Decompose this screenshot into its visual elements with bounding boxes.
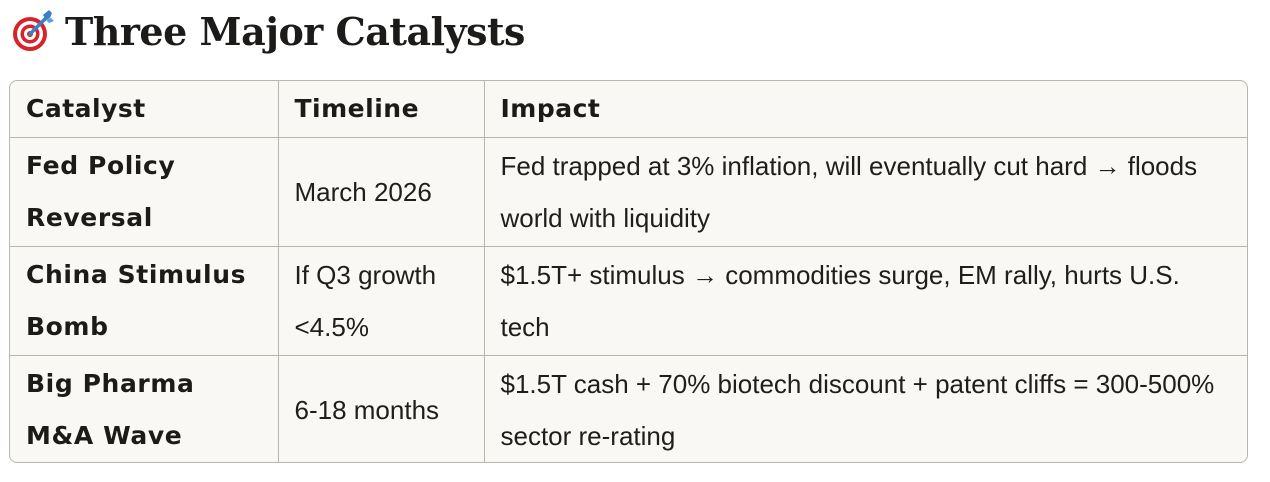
impact-cell: $1.5T+ stimulus → commodities surge, EM … <box>484 246 1247 356</box>
page-title: Three Major Catalysts <box>65 8 525 54</box>
table-row: China Stimulus Bomb If Q3 growth <4.5% $… <box>10 246 1247 356</box>
table-row: Big Pharma M&A Wave 6-18 months $1.5T ca… <box>10 355 1247 462</box>
target-dart-icon <box>13 10 54 51</box>
column-header-catalyst: Catalyst <box>10 81 279 138</box>
timeline-cell: 6-18 months <box>278 355 485 462</box>
catalyst-cell: Big Pharma M&A Wave <box>10 355 279 462</box>
column-header-impact: Impact <box>484 81 1247 138</box>
timeline-cell: March 2026 <box>278 137 485 247</box>
table-header-row: Catalyst Timeline Impact <box>10 81 1247 138</box>
timeline-cell: If Q3 growth <4.5% <box>278 246 485 356</box>
catalyst-cell: Fed Policy Reversal <box>10 137 279 247</box>
catalyst-cell: China Stimulus Bomb <box>10 246 279 356</box>
section-heading: Three Major Catalysts <box>10 6 525 56</box>
impact-cell: Fed trapped at 3% inflation, will eventu… <box>484 137 1247 247</box>
impact-cell: $1.5T cash + 70% biotech discount + pate… <box>500 368 1215 451</box>
table-row: Fed Policy Reversal March 2026 Fed trapp… <box>10 137 1247 247</box>
column-header-timeline: Timeline <box>278 81 485 138</box>
catalysts-table: Catalyst Timeline Impact Fed Policy Reve… <box>9 80 1248 463</box>
